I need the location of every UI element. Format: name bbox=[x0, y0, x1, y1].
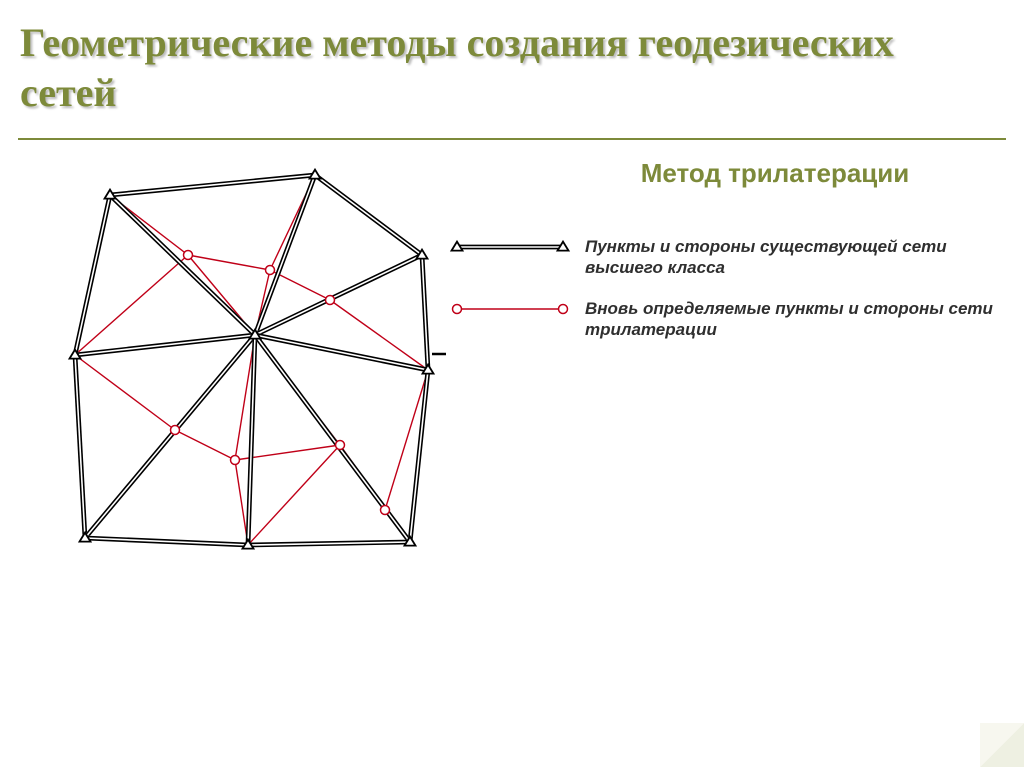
slide-title: Геометрические методы создания геодезиче… bbox=[20, 18, 1000, 118]
slide: Геометрические методы создания геодезиче… bbox=[0, 0, 1024, 767]
legend-row-secondary: Вновь определяемые пункты и стороны сети… bbox=[445, 298, 1005, 341]
legend-symbol-primary bbox=[445, 236, 575, 272]
legend-row-primary: Пункты и стороны существующей сети высше… bbox=[445, 236, 1005, 279]
title-underline bbox=[18, 138, 1006, 140]
legend-symbol-secondary bbox=[445, 298, 575, 334]
method-subtitle: Метод трилатерации bbox=[560, 158, 990, 189]
stray-dash-mark bbox=[430, 350, 448, 358]
legend-text-primary: Пункты и стороны существующей сети высше… bbox=[575, 236, 1005, 279]
network-diagram bbox=[60, 160, 450, 560]
page-corner-fold-icon bbox=[980, 723, 1024, 767]
legend-text-secondary: Вновь определяемые пункты и стороны сети… bbox=[575, 298, 1005, 341]
